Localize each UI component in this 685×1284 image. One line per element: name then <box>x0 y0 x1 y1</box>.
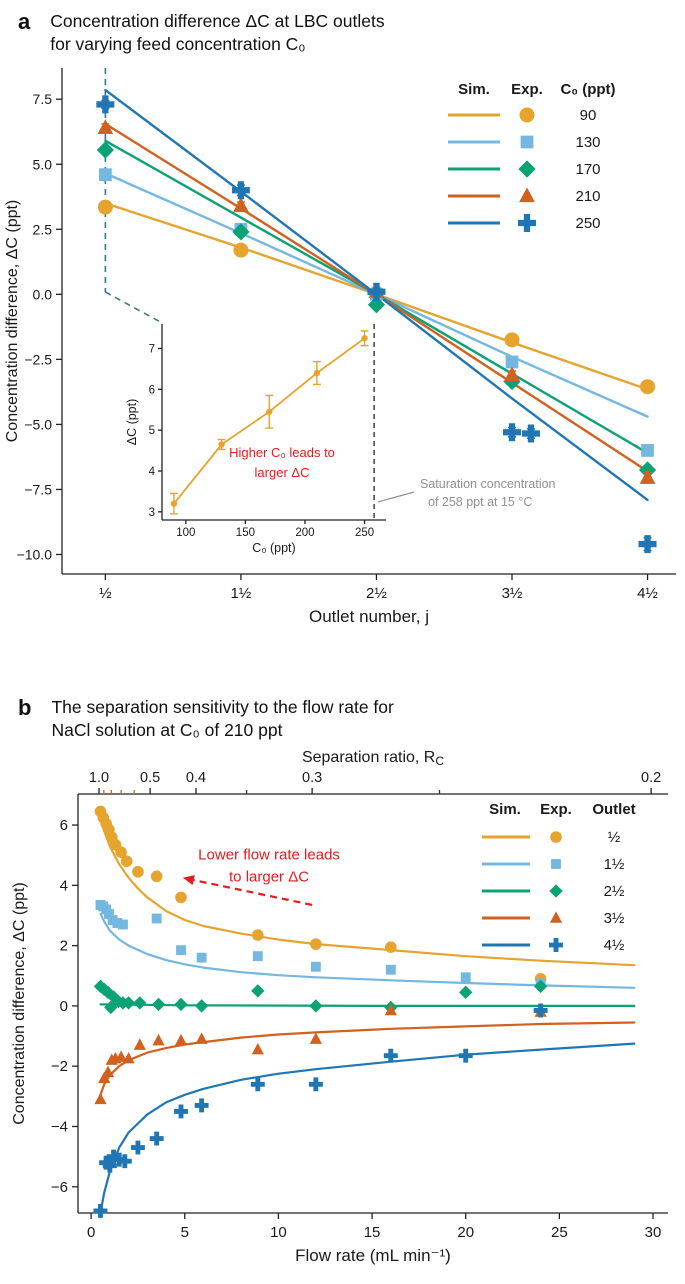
svg-text:to larger ΔC: to larger ΔC <box>229 869 309 886</box>
svg-text:4: 4 <box>149 466 156 478</box>
svg-text:Exp.: Exp. <box>540 801 572 818</box>
svg-text:90: 90 <box>580 107 597 124</box>
svg-text:Saturation concentration: Saturation concentration <box>420 477 556 491</box>
axes-a: ½ 1½ 2½ 3½ 4½ 7.5 5.0 2.5 0.0 −2.5 −5.0 −7.5 −10.0 Ou… <box>4 68 676 626</box>
svg-text:0.0: 0.0 <box>33 286 53 302</box>
svg-text:2.5: 2.5 <box>33 221 53 237</box>
svg-text:250: 250 <box>575 215 600 232</box>
svg-text:C₀ (ppt): C₀ (ppt) <box>560 81 615 98</box>
svg-text:3: 3 <box>149 507 155 519</box>
svg-text:1½: 1½ <box>230 585 251 602</box>
svg-text:6: 6 <box>149 384 155 396</box>
svg-text:10: 10 <box>270 1224 287 1241</box>
svg-text:of 258 ppt at 15 °C: of 258 ppt at 15 °C <box>428 495 532 509</box>
svg-text:−7.5: −7.5 <box>24 481 52 497</box>
svg-text:Sim.: Sim. <box>458 81 490 98</box>
svg-text:Flow rate (mL min⁻¹): Flow rate (mL min⁻¹) <box>295 1246 451 1265</box>
svg-text:Higher C₀ leads to: Higher C₀ leads to <box>229 445 335 460</box>
svg-text:5.0: 5.0 <box>33 156 53 172</box>
svg-text:6: 6 <box>60 817 68 834</box>
svg-text:larger ΔC: larger ΔC <box>255 465 310 480</box>
svg-text:4: 4 <box>60 877 68 894</box>
panel-a-title-line1: Concentration difference ΔC at LBC outle… <box>50 11 385 31</box>
svg-text:0: 0 <box>87 1224 95 1241</box>
svg-text:0.4: 0.4 <box>186 770 206 786</box>
svg-text:7.5: 7.5 <box>33 91 53 107</box>
svg-text:−10.0: −10.0 <box>17 546 53 562</box>
svg-text:2½: 2½ <box>604 883 625 900</box>
svg-text:1.0: 1.0 <box>89 770 109 786</box>
simulation-lines-b <box>99 817 636 1214</box>
svg-text:30: 30 <box>645 1224 662 1241</box>
svg-text:Concentration difference, ΔC (: Concentration difference, ΔC (ppt) <box>4 200 21 443</box>
svg-text:3½: 3½ <box>502 585 523 602</box>
svg-text:200: 200 <box>295 527 314 539</box>
inset-a: 100 150 200 250 3 4 5 6 7 C₀ (ppt) ΔC (ppt) Higher … <box>125 322 394 555</box>
svg-text:Outlet: Outlet <box>592 801 635 818</box>
svg-text:−5.0: −5.0 <box>24 416 52 432</box>
panel-b-label: b <box>18 695 32 720</box>
experimental-markers-b <box>93 805 548 1218</box>
svg-text:ΔC (ppt): ΔC (ppt) <box>125 399 139 446</box>
svg-text:7: 7 <box>149 344 155 356</box>
svg-text:25: 25 <box>551 1224 568 1241</box>
svg-text:170: 170 <box>575 161 600 178</box>
panel-b-title-line1: The separation sensitivity to the flow r… <box>51 697 394 717</box>
svg-text:130: 130 <box>575 134 600 151</box>
svg-text:20: 20 <box>457 1224 474 1241</box>
svg-text:0: 0 <box>60 998 68 1015</box>
svg-text:−2: −2 <box>51 1058 68 1075</box>
svg-text:Exp.: Exp. <box>511 81 543 98</box>
svg-text:Separation ratio, RC: Separation ratio, RC <box>302 749 444 768</box>
svg-text:15: 15 <box>364 1224 381 1241</box>
svg-text:½: ½ <box>608 829 621 846</box>
panel-a-label: a <box>18 9 31 34</box>
svg-text:2½: 2½ <box>366 585 387 602</box>
svg-text:4½: 4½ <box>604 937 625 954</box>
flow-rate-annotation: Lower flow rate leads to larger ΔC <box>182 847 340 907</box>
svg-text:0.3: 0.3 <box>302 770 322 786</box>
svg-text:0.5: 0.5 <box>140 770 160 786</box>
svg-text:½: ½ <box>99 585 112 602</box>
svg-text:C₀ (ppt): C₀ (ppt) <box>252 541 295 555</box>
svg-text:5: 5 <box>181 1224 189 1241</box>
svg-text:Sim.: Sim. <box>489 801 521 818</box>
svg-text:−6: −6 <box>51 1179 68 1196</box>
svg-text:0.2: 0.2 <box>641 770 661 786</box>
svg-text:−4: −4 <box>51 1118 68 1135</box>
svg-text:210: 210 <box>575 188 600 205</box>
svg-text:150: 150 <box>236 527 255 539</box>
svg-text:5: 5 <box>149 425 155 437</box>
saturation-annotation: Saturation concentration of 258 ppt at 15… <box>377 477 556 509</box>
svg-text:250: 250 <box>355 527 374 539</box>
svg-text:3½: 3½ <box>604 910 625 927</box>
panel-b-title-line2: NaCl solution at C₀ of 210 ppt <box>51 719 283 740</box>
panel-b-title: The separation sensitivity to the flow r… <box>51 696 393 742</box>
svg-text:Lower flow rate leads: Lower flow rate leads <box>198 847 340 864</box>
panel-a-header: a Concentration difference ΔC at LBC out… <box>0 0 685 56</box>
legend-b: Sim. Exp. Outlet ½ 1½ 2½ 3½ 4½ <box>482 801 636 954</box>
svg-text:1½: 1½ <box>604 856 625 873</box>
panel-a-title-line2: for varying feed concentration C₀ <box>50 33 306 54</box>
svg-text:4½: 4½ <box>637 585 658 602</box>
panel-a-chart: ½ 1½ 2½ 3½ 4½ 7.5 5.0 2.5 0.0 −2.5 −5.0 −7.5 −10.0 Ou… <box>4 68 676 626</box>
experimental-markers-a <box>96 95 657 554</box>
svg-text:Outlet number, j: Outlet number, j <box>309 607 429 626</box>
panel-b-header: b The separation sensitivity to the flow… <box>0 676 685 742</box>
svg-text:−2.5: −2.5 <box>24 351 52 367</box>
legend-a: Sim. Exp. C₀ (ppt) 90 130 170 210 250 <box>448 81 616 232</box>
svg-text:100: 100 <box>176 527 195 539</box>
top-axis-separation-ratio: 1.0 0.5 0.4 0.3 0.2 Separation ratio, RC <box>89 749 661 794</box>
svg-text:Concentration difference, ΔC (: Concentration difference, ΔC (ppt) <box>11 882 28 1125</box>
svg-text:2: 2 <box>60 938 68 955</box>
panel-a-title: Concentration difference ΔC at LBC outle… <box>50 10 384 56</box>
